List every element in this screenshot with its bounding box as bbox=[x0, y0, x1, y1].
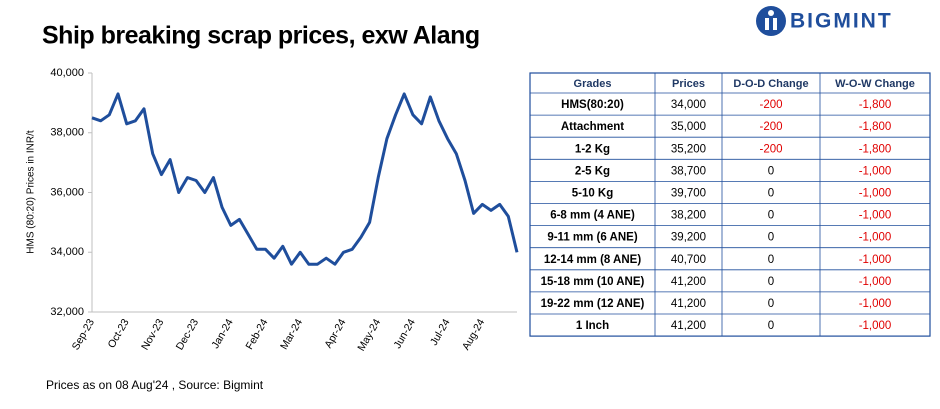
value-cell: -1,800 bbox=[859, 143, 892, 155]
value-cell: -1,000 bbox=[859, 298, 892, 310]
value-cell: -1,000 bbox=[859, 232, 892, 244]
value-cell: -1,800 bbox=[859, 99, 892, 111]
value-cell: -200 bbox=[759, 143, 782, 155]
column-header: Grades bbox=[574, 78, 612, 90]
x-tick-label: Oct-23 bbox=[106, 317, 132, 350]
price-line bbox=[91, 92, 519, 266]
value-cell: -1,000 bbox=[859, 187, 892, 199]
value-cell: -1,000 bbox=[859, 210, 892, 222]
x-tick-label: Nov-23 bbox=[139, 317, 166, 352]
value-cell: -1,000 bbox=[859, 254, 892, 266]
grade-cell: 12-14 mm (8 ANE) bbox=[544, 254, 642, 266]
value-cell: 38,200 bbox=[671, 210, 706, 222]
value-cell: 0 bbox=[768, 320, 774, 332]
grade-cell: 9-11 mm (6 ANE) bbox=[547, 232, 637, 244]
y-tick-label: 36,000 bbox=[50, 186, 84, 198]
logo-icon-head bbox=[768, 10, 774, 16]
grade-cell: 19-22 mm (12 ANE) bbox=[541, 298, 645, 310]
value-cell: 38,700 bbox=[671, 165, 706, 177]
value-cell: -1,000 bbox=[859, 276, 892, 288]
logo-text: BIGMINT bbox=[790, 10, 893, 33]
value-cell: 0 bbox=[768, 254, 774, 266]
x-tick-label: Apr-24 bbox=[322, 317, 348, 350]
value-cell: 0 bbox=[768, 187, 774, 199]
grade-cell: Attachment bbox=[561, 121, 624, 133]
value-cell: 34,000 bbox=[671, 99, 706, 111]
grade-cell: 15-18 mm (10 ANE) bbox=[541, 276, 645, 288]
value-cell: 35,200 bbox=[671, 143, 706, 155]
x-tick-label: Jul-24 bbox=[428, 317, 453, 348]
value-cell: 0 bbox=[768, 298, 774, 310]
value-cell: 41,200 bbox=[671, 298, 706, 310]
value-cell: 0 bbox=[768, 276, 774, 288]
value-cell: 40,700 bbox=[671, 254, 706, 266]
column-header: W-O-W Change bbox=[835, 78, 915, 90]
grade-cell: 2-5 Kg bbox=[575, 165, 610, 177]
value-cell: 39,200 bbox=[671, 232, 706, 244]
x-tick-label: Dec-23 bbox=[174, 317, 201, 352]
logo: BIGMINT bbox=[756, 6, 893, 36]
y-tick-label: 32,000 bbox=[50, 306, 84, 318]
value-cell: 35,000 bbox=[671, 121, 706, 133]
value-cell: 39,700 bbox=[671, 187, 706, 199]
grade-cell: 1 Inch bbox=[576, 320, 609, 332]
x-tick-label: Feb-24 bbox=[243, 317, 270, 352]
grade-cell: 5-10 Kg bbox=[572, 187, 614, 199]
value-cell: -1,800 bbox=[859, 121, 892, 133]
y-tick-label: 34,000 bbox=[50, 246, 84, 258]
x-tick-label: Jan-24 bbox=[209, 317, 236, 351]
value-cell: -1,000 bbox=[859, 320, 892, 332]
x-tick-label: May-24 bbox=[355, 317, 383, 353]
chart-title: Ship breaking scrap prices, exw Alang bbox=[42, 22, 480, 50]
value-cell: 0 bbox=[768, 165, 774, 177]
logo-icon-leg bbox=[773, 18, 777, 30]
y-tick-label: 40,000 bbox=[50, 67, 84, 79]
x-tick-label: Jun-24 bbox=[391, 317, 418, 351]
grade-cell: HMS(80:20) bbox=[561, 99, 624, 111]
grade-cell: 6-8 mm (4 ANE) bbox=[550, 210, 635, 222]
x-tick-label: Aug-24 bbox=[460, 317, 487, 352]
column-header: Prices bbox=[672, 78, 705, 90]
table-border bbox=[529, 72, 931, 337]
value-cell: -200 bbox=[759, 121, 782, 133]
logo-icon-leg bbox=[765, 18, 769, 30]
logo-icon bbox=[756, 6, 786, 36]
x-tick-label: Mar-24 bbox=[278, 317, 305, 352]
value-cell: 41,200 bbox=[671, 276, 706, 288]
x-tick-label: Sep-23 bbox=[70, 317, 97, 352]
value-cell: -200 bbox=[759, 99, 782, 111]
grade-cell: 1-2 Kg bbox=[575, 143, 610, 155]
y-tick-label: 38,000 bbox=[50, 127, 84, 139]
price-table: Grades Prices D-O-D Change W-O-W Change HMS(… bbox=[529, 72, 931, 337]
value-cell: 0 bbox=[768, 232, 774, 244]
column-header: D-O-D Change bbox=[733, 78, 808, 90]
value-cell: 41,200 bbox=[671, 320, 706, 332]
value-cell: -1,000 bbox=[859, 165, 892, 177]
y-axis-label: HMS (80:20) Prices in INR/t bbox=[26, 130, 37, 254]
footer-note: Prices as on 08 Aug'24 , Source: Bigmint bbox=[46, 378, 264, 392]
value-cell: 0 bbox=[768, 210, 774, 222]
